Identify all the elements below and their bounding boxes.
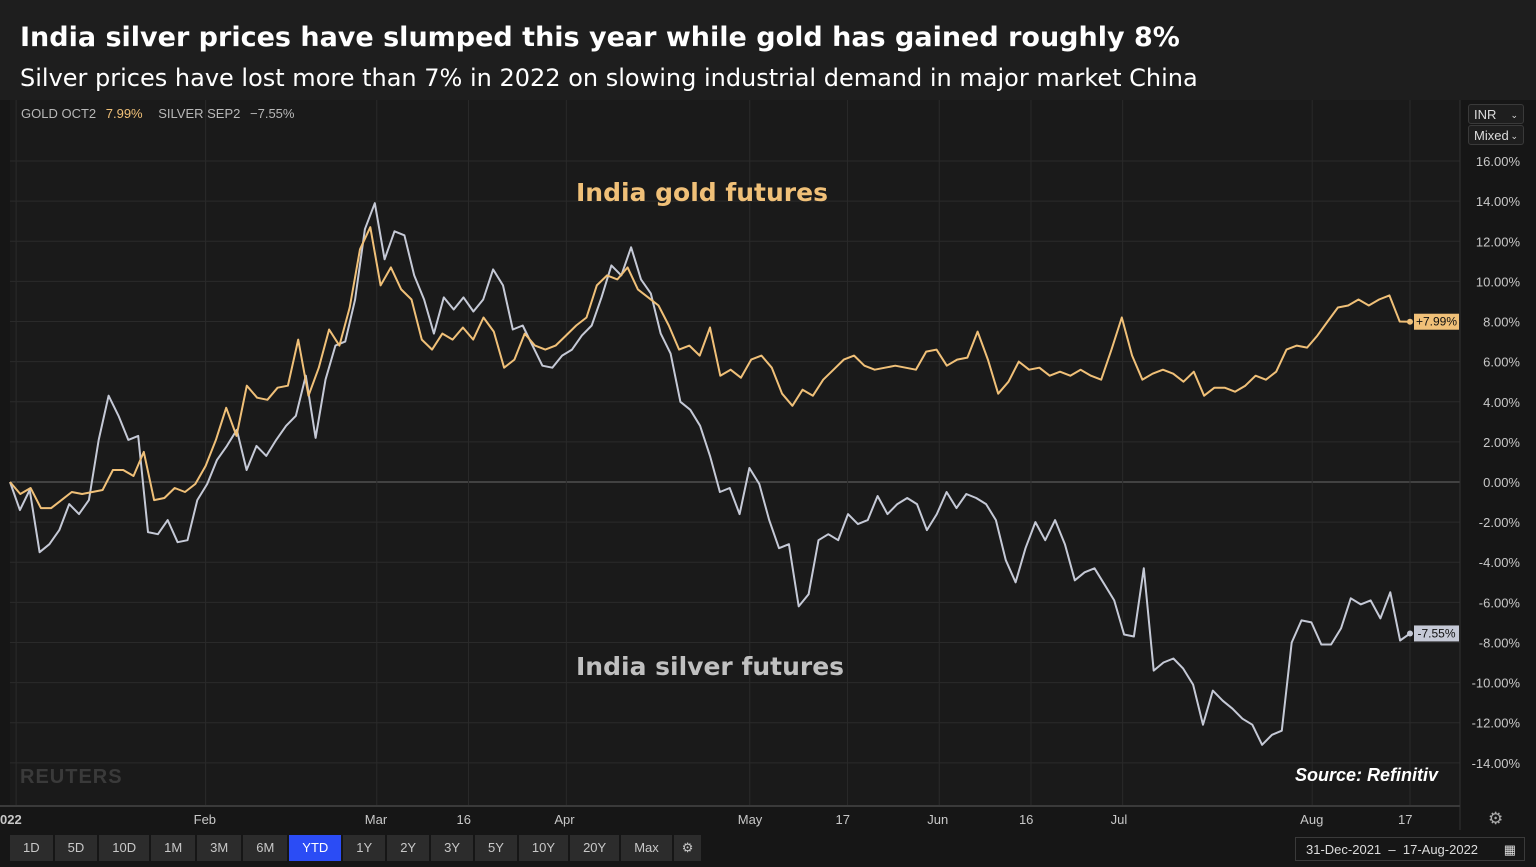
source-note: Source: Refinitiv [1295, 765, 1439, 785]
y-tick-label: 6.00% [1483, 355, 1520, 370]
x-tick-label: 17 [1398, 812, 1412, 827]
y-tick-label: 10.00% [1476, 274, 1521, 289]
calendar-icon[interactable]: ▦ [1503, 842, 1516, 857]
last-value-badge [1414, 313, 1459, 330]
scale-value: Mixed [1474, 128, 1509, 143]
plot-area [10, 100, 1460, 805]
currency-value: INR [1474, 107, 1497, 122]
series-line-silver [9, 202, 1411, 746]
x-tick-label: 17 [836, 812, 850, 827]
date-separator: – [1388, 842, 1396, 857]
range-button-max[interactable]: Max [621, 835, 672, 861]
y-tick-label: 14.00% [1476, 194, 1521, 209]
x-tick-label: 022 [0, 812, 22, 827]
x-tick-label: Apr [554, 812, 575, 827]
range-buttons: 1D 5D 10D 1M 3M 6M YTD 1Y 2Y 3Y 5Y 10Y 20Y Max ⚙ [10, 835, 702, 861]
series-last-point [1407, 318, 1413, 325]
chart-header: India silver prices have slumped this ye… [0, 0, 1536, 100]
x-tick-label: Aug [1300, 812, 1323, 827]
date-from: 31-Dec-2021 [1306, 842, 1382, 857]
series-last-point [1407, 630, 1413, 637]
currency-select[interactable]: INR ⌄ [1468, 104, 1524, 124]
y-tick-label: -8.00% [1479, 635, 1521, 650]
y-tick-label: -6.00% [1479, 595, 1521, 610]
chart-subtitle: Silver prices have lost more than 7% in … [20, 64, 1198, 92]
legend-gold-value: 7.99% [105, 106, 143, 121]
x-axis-line [0, 805, 1460, 807]
gold-annotation: India gold futures [576, 178, 828, 207]
legend-silver-value: −7.55% [250, 106, 295, 121]
range-button-2y[interactable]: 2Y [387, 835, 430, 861]
range-button-5y[interactable]: 5Y [475, 835, 517, 861]
range-button-6m[interactable]: 6M [243, 835, 288, 861]
last-value-badge [1414, 625, 1459, 642]
last-value-label: -7.55% [1417, 626, 1455, 640]
chart-settings-gear-icon[interactable]: ⚙ [673, 835, 702, 861]
reuters-watermark: REUTERS [20, 766, 123, 788]
y-tick-label: 4.00% [1483, 395, 1520, 410]
chevron-down-icon: ⌄ [1510, 131, 1518, 141]
chart-title: India silver prices have slumped this ye… [20, 22, 1180, 53]
range-button-3m[interactable]: 3M [197, 835, 242, 861]
y-tick-label: -2.00% [1479, 515, 1521, 530]
range-button-1d[interactable]: 1D [10, 835, 53, 861]
x-tick-label: 16 [457, 812, 471, 827]
x-tick-label: Jun [927, 812, 948, 827]
scale-select[interactable]: Mixed ⌄ [1468, 125, 1524, 145]
y-tick-label: 12.00% [1476, 234, 1521, 249]
y-tick-label: 16.00% [1476, 154, 1521, 169]
settings-gear-icon[interactable]: ⚙ [1488, 809, 1504, 828]
y-tick-label: -12.00% [1472, 716, 1521, 731]
y-tick-label: 2.00% [1483, 435, 1520, 450]
range-button-10y[interactable]: 10Y [518, 835, 569, 861]
legend-gold-name: GOLD OCT2 [21, 106, 97, 121]
y-tick-label: -14.00% [1472, 756, 1521, 771]
range-button-10d[interactable]: 10D [99, 835, 150, 861]
legend-silver-name: SILVER SEP2 [158, 106, 241, 121]
y-tick-label: -10.00% [1472, 676, 1521, 691]
range-button-1m[interactable]: 1M [151, 835, 196, 861]
y-tick-label: -4.00% [1479, 555, 1521, 570]
x-tick-label: Mar [365, 812, 388, 827]
x-tick-label: Feb [194, 812, 216, 827]
silver-annotation: India silver futures [576, 652, 845, 681]
x-tick-label: Jul [1111, 812, 1128, 827]
y-tick-label: 0.00% [1483, 475, 1520, 490]
range-button-20y[interactable]: 20Y [570, 835, 620, 861]
last-value-label: +7.99% [1416, 315, 1457, 329]
date-to: 17-Aug-2022 [1402, 842, 1479, 857]
range-button-ytd[interactable]: YTD [289, 835, 342, 861]
x-tick-label: 16 [1019, 812, 1033, 827]
range-button-1y[interactable]: 1Y [343, 835, 386, 861]
x-tick-label: May [738, 812, 763, 827]
y-tick-label: 8.00% [1483, 315, 1520, 330]
chevron-down-icon: ⌄ [1510, 110, 1518, 120]
date-range-picker[interactable]: 31-Dec-2021 – 17-Aug-2022 ▦ [1295, 837, 1525, 861]
series-line-gold [9, 226, 1411, 510]
range-button-3y[interactable]: 3Y [431, 835, 474, 861]
legend: GOLD OCT2 7.99% SILVER SEP2 −7.55% [21, 106, 300, 121]
range-button-5d[interactable]: 5D [54, 835, 98, 861]
